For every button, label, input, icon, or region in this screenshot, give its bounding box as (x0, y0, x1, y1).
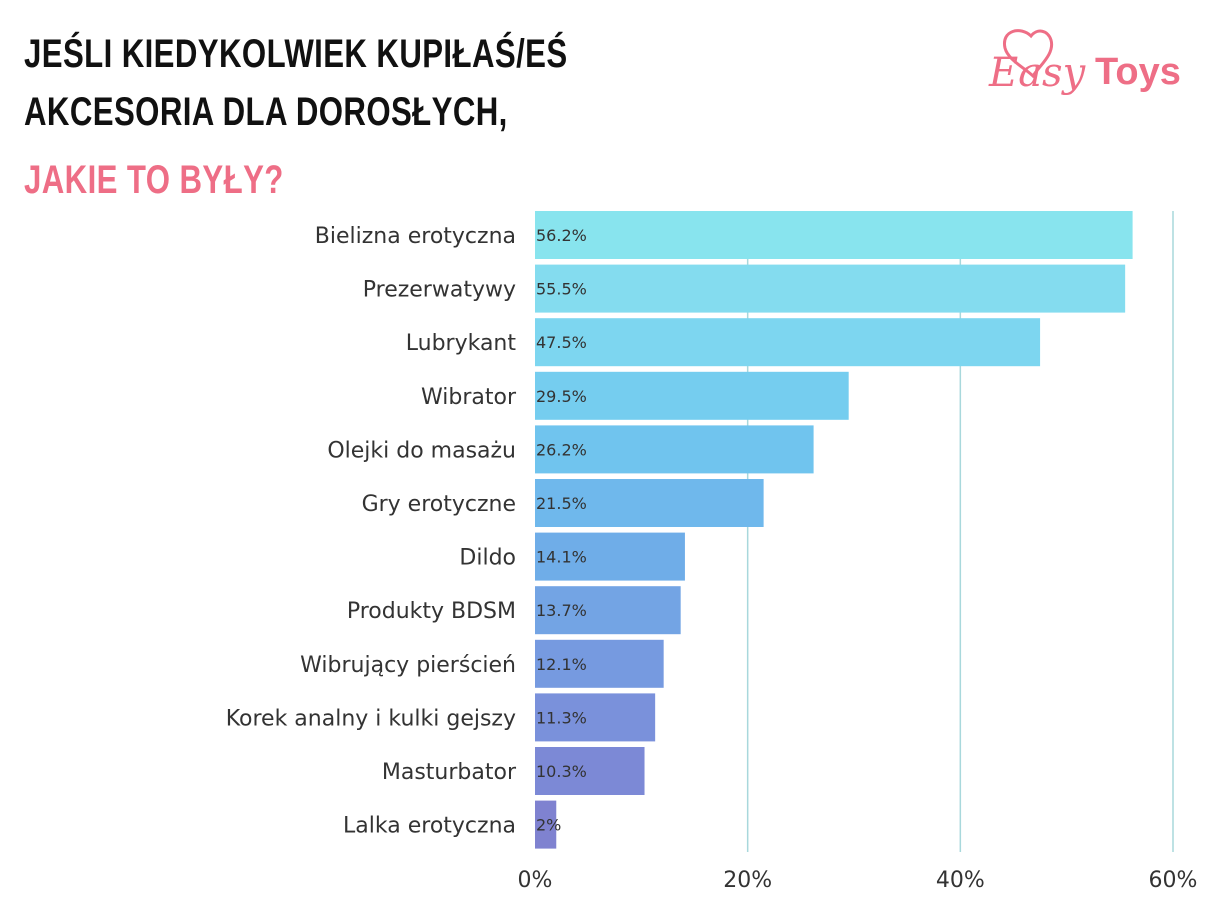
easytoys-logo: Easy Toys (985, 24, 1200, 104)
category-label: Gry erotyczne (362, 492, 516, 517)
heart-icon (1003, 29, 1054, 79)
value-label: 47.5% (536, 333, 587, 352)
category-label: Masturbator (382, 760, 517, 785)
bar (535, 639, 664, 688)
category-label: Korek analny i kulki gejszy (226, 706, 516, 731)
bar (535, 586, 681, 635)
value-label: 21.5% (536, 494, 587, 513)
category-label: Olejki do masażu (327, 438, 516, 463)
category-label: Lalka erotyczna (343, 814, 516, 839)
x-tick-label: 60% (1149, 868, 1198, 893)
logo-text-toys: Toys (1095, 51, 1181, 93)
category-label: Bielizna erotyczna (315, 224, 516, 249)
category-label: Wibrujący pierścień (300, 653, 516, 678)
value-label: 55.5% (536, 280, 587, 299)
bar (535, 371, 849, 420)
chart-title-line-1: JEŚLI KIEDYKOLWIEK KUPIŁAŚ/EŚ (24, 32, 568, 76)
bar (535, 479, 764, 527)
category-label: Wibrator (421, 385, 517, 410)
bar (535, 800, 557, 849)
chart-title-line-2: AKCESORIA DLA DOROSŁYCH, (24, 90, 508, 134)
value-label: 12.1% (536, 655, 587, 674)
category-label: Prezerwatywy (363, 278, 516, 303)
bar (535, 693, 656, 742)
value-label: 56.2% (536, 226, 587, 245)
bar (535, 532, 685, 581)
value-label: 11.3% (536, 708, 587, 727)
category-label: Produkty BDSM (347, 599, 516, 624)
logo-text-easy: Easy (988, 50, 1087, 96)
x-tick-label: 20% (723, 868, 772, 893)
value-label: 14.1% (536, 548, 587, 567)
value-label: 10.3% (536, 762, 587, 781)
bar (535, 318, 1041, 367)
bar (535, 264, 1126, 313)
value-label: 13.7% (536, 601, 587, 620)
value-label: 26.2% (536, 440, 587, 459)
bar (535, 747, 645, 795)
bar (535, 425, 814, 474)
value-label: 2% (536, 816, 561, 835)
x-tick-label: 0% (518, 868, 553, 893)
value-label: 29.5% (536, 387, 587, 406)
x-tick-label: 40% (936, 868, 985, 893)
category-label: Dildo (459, 546, 516, 571)
chart-subtitle: JAKIE TO BYŁY? (24, 158, 284, 202)
category-label: Lubrykant (406, 331, 517, 356)
bar (535, 211, 1133, 259)
